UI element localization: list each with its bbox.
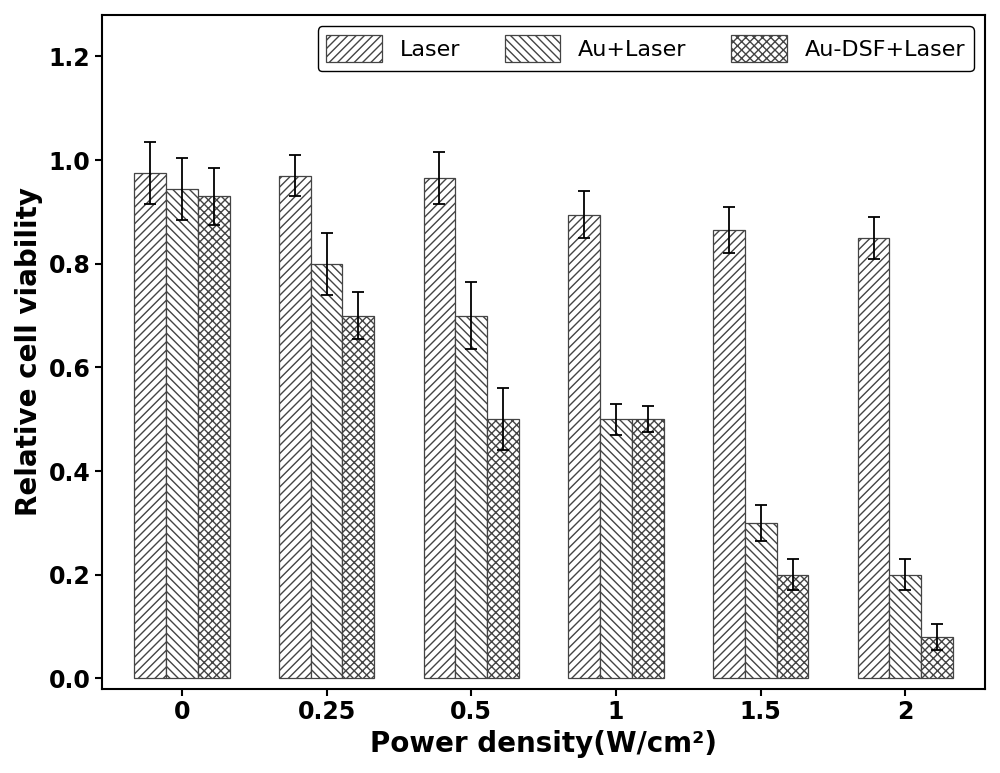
Bar <box>166 189 198 678</box>
Bar <box>600 419 632 678</box>
Bar <box>745 523 777 678</box>
Bar <box>713 230 745 678</box>
Y-axis label: Relative cell viability: Relative cell viability <box>15 187 43 516</box>
Bar <box>568 214 600 678</box>
Bar <box>342 315 374 678</box>
Bar <box>777 574 808 678</box>
Bar <box>198 196 230 678</box>
Bar <box>455 315 487 678</box>
Bar <box>889 574 921 678</box>
Bar <box>921 637 953 678</box>
Bar <box>134 173 166 678</box>
Bar <box>487 419 519 678</box>
Bar <box>858 238 889 678</box>
Bar <box>424 179 455 678</box>
Bar <box>279 175 311 678</box>
X-axis label: Power density(W/cm²): Power density(W/cm²) <box>370 730 717 758</box>
Legend: Laser, Au+Laser, Au-DSF+Laser: Laser, Au+Laser, Au-DSF+Laser <box>318 26 974 71</box>
Bar <box>632 419 664 678</box>
Bar <box>311 264 342 678</box>
